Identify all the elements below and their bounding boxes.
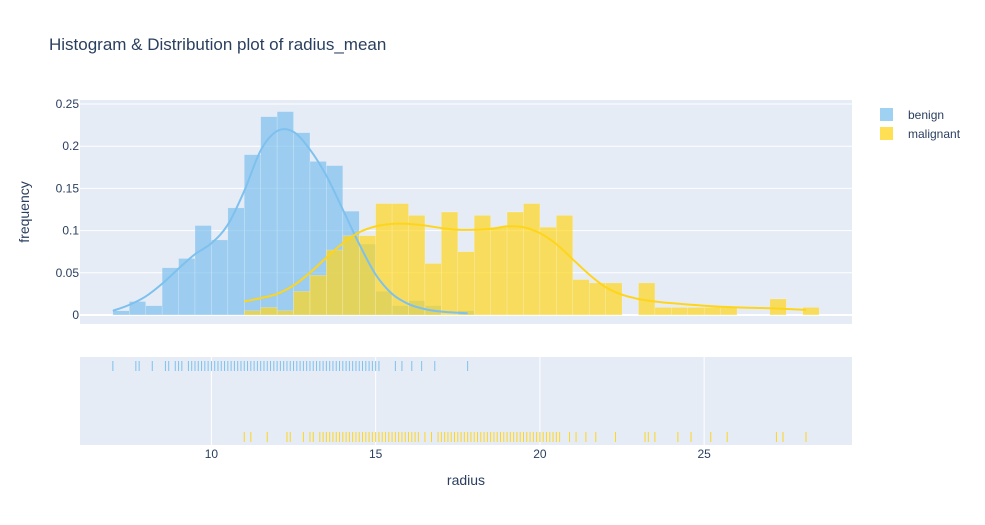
y-tick-label: 0.1 <box>62 224 79 238</box>
bar-benign <box>194 225 212 316</box>
bar-malignant <box>769 298 787 316</box>
y-tick-label: 0.25 <box>56 97 80 111</box>
bar-malignant <box>720 307 738 316</box>
rug-gridlines <box>210 357 705 445</box>
bar-benign <box>145 305 163 316</box>
y-tick-labels: 0 0.05 0.1 0.15 0.2 0.25 <box>56 97 80 322</box>
legend-swatch-benign <box>880 108 893 121</box>
x-tick-labels: 10 15 20 25 <box>205 447 711 461</box>
x-axis-label: radius <box>447 472 485 488</box>
legend[interactable]: benign malignant <box>880 108 961 141</box>
bar-malignant <box>687 307 705 316</box>
bar-benign <box>227 207 245 316</box>
y-tick-label: 0 <box>72 308 79 322</box>
bar-malignant <box>375 203 393 316</box>
bar-malignant <box>408 215 426 316</box>
rug-plot-area <box>80 357 852 445</box>
bar-benign <box>276 111 294 316</box>
y-tick-label: 0.2 <box>62 139 79 153</box>
rug-marks <box>112 361 807 442</box>
rug-benign <box>112 361 469 371</box>
bar-benign <box>244 154 261 316</box>
x-tick-label: 10 <box>205 447 219 461</box>
bar-malignant <box>490 226 508 316</box>
bar-malignant <box>572 279 590 316</box>
bars-malignant <box>244 203 820 316</box>
bar-malignant <box>342 235 360 316</box>
legend-label-malignant: malignant <box>908 127 961 141</box>
kde-malignant <box>244 222 807 311</box>
y-tick-label: 0.15 <box>56 181 80 195</box>
bar-malignant <box>326 249 344 316</box>
kde-benign <box>112 128 468 315</box>
bar-malignant <box>260 307 278 316</box>
bar-malignant <box>539 226 557 316</box>
legend-label-benign: benign <box>908 108 944 122</box>
bar-benign <box>112 310 130 316</box>
bar-malignant <box>605 282 623 316</box>
bar-malignant <box>654 307 672 316</box>
bar-malignant <box>391 203 409 316</box>
x-tick-label: 25 <box>697 447 711 461</box>
kde-curves <box>112 128 807 315</box>
bar-malignant <box>556 215 574 316</box>
bar-malignant <box>244 310 261 316</box>
bar-benign <box>211 239 229 316</box>
bar-malignant <box>457 251 475 316</box>
histogram-bars <box>112 111 820 316</box>
bar-malignant <box>276 310 294 316</box>
y-axis-label: frequency <box>16 181 32 242</box>
legend-item-malignant[interactable]: malignant <box>880 127 961 141</box>
legend-swatch-malignant <box>880 127 893 140</box>
bar-malignant <box>802 307 820 316</box>
bar-benign <box>161 267 179 316</box>
bar-malignant <box>293 291 311 316</box>
y-tick-label: 0.05 <box>56 266 80 280</box>
legend-item-benign[interactable]: benign <box>880 108 944 122</box>
bar-malignant <box>588 282 606 316</box>
bar-malignant <box>523 203 541 316</box>
chart-title: Histogram & Distribution plot of radius_… <box>49 35 386 54</box>
x-tick-label: 15 <box>369 447 383 461</box>
rug-malignant <box>243 432 807 442</box>
bar-benign <box>293 132 311 316</box>
bar-malignant <box>424 263 442 316</box>
bar-malignant <box>703 307 721 316</box>
bar-malignant <box>671 307 688 316</box>
bar-malignant <box>309 275 327 316</box>
x-tick-label: 20 <box>533 447 547 461</box>
